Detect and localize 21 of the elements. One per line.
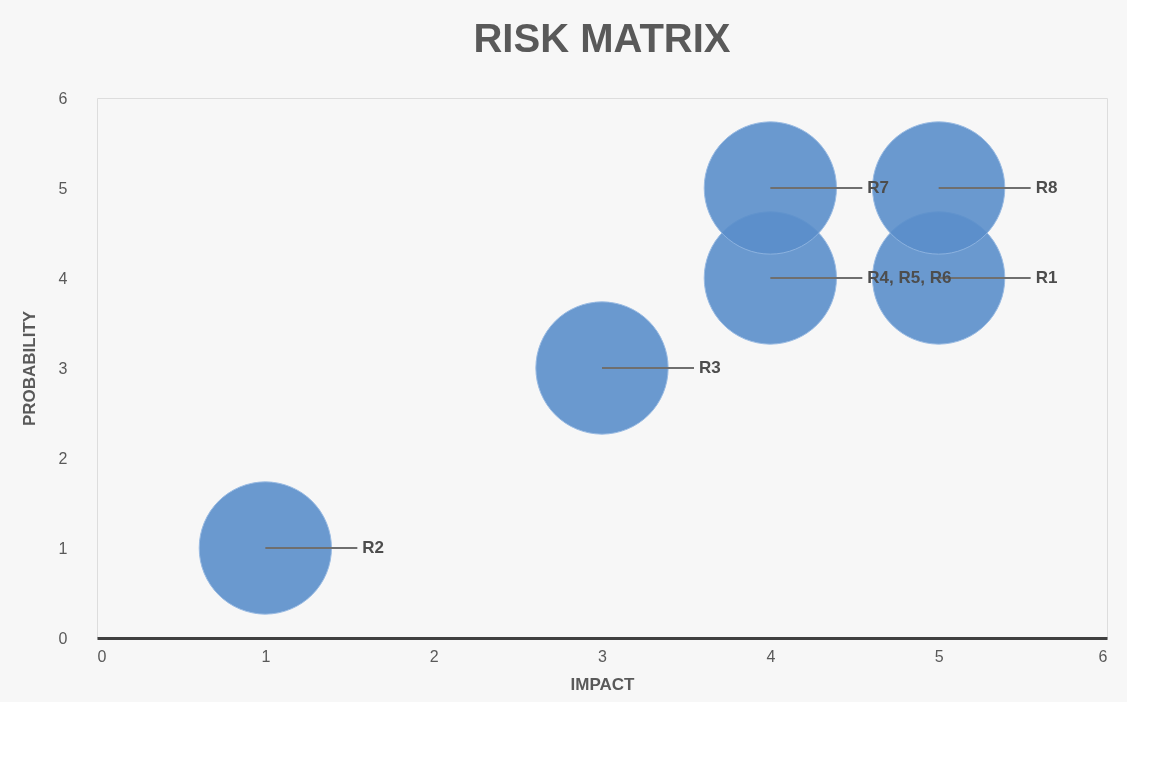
annotation: R8 bbox=[1035, 178, 1058, 197]
y-axis-title: PROBABILITY bbox=[19, 310, 39, 427]
y-tick-label: 1 bbox=[58, 539, 68, 557]
y-tick-label: 2 bbox=[58, 449, 68, 467]
chart-title: RISK MATRIX bbox=[473, 16, 731, 60]
y-tick-label: 6 bbox=[58, 89, 68, 107]
x-tick-label: 4 bbox=[766, 647, 776, 665]
y-tick-label: 0 bbox=[58, 629, 68, 647]
annotation: R1 bbox=[1035, 268, 1058, 287]
y-tick-label: 4 bbox=[58, 269, 68, 287]
y-tick-label: 3 bbox=[58, 359, 68, 377]
annotation: R3 bbox=[699, 358, 721, 377]
x-tick-label: 5 bbox=[934, 647, 944, 665]
x-tick-label: 6 bbox=[1098, 647, 1108, 665]
x-tick-label: 1 bbox=[261, 647, 271, 665]
x-tick-label: 2 bbox=[429, 647, 439, 665]
x-axis-title: IMPACT bbox=[570, 674, 636, 694]
x-tick-label: 3 bbox=[598, 647, 608, 665]
y-tick-label: 5 bbox=[58, 179, 68, 197]
annotation: R2 bbox=[362, 538, 385, 557]
x-tick-label: 0 bbox=[97, 647, 107, 665]
